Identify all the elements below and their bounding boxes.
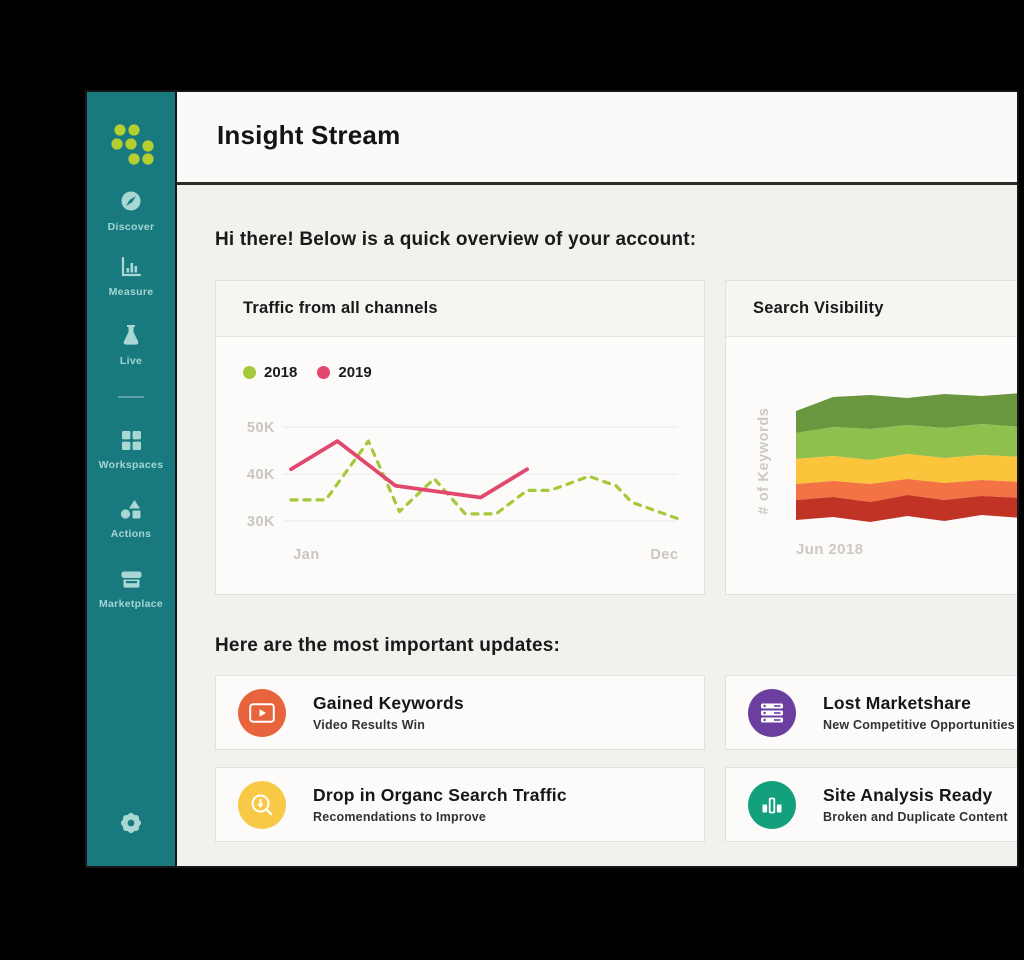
- sidebar-item-actions[interactable]: Actions: [87, 499, 175, 540]
- chart-legend: 2018 2019: [243, 364, 372, 381]
- update-subtitle: Video Results Win: [313, 718, 426, 732]
- update-card-gained-keywords[interactable]: Gained Keywords Video Results Win: [215, 675, 705, 750]
- content-area: Insight Stream Hi there! Below is a quic…: [175, 92, 1017, 866]
- traffic-card-header: Traffic from all channels: [216, 281, 704, 337]
- search-drop-icon: [238, 780, 286, 829]
- sidebar-item-live[interactable]: Live: [87, 323, 175, 367]
- legend-item-2019: 2019: [317, 364, 372, 381]
- update-title: Site Analysis Ready: [823, 785, 993, 805]
- search-visibility-title: Search Visibility: [753, 299, 884, 317]
- svg-text:Dec: Dec: [650, 547, 678, 563]
- app-window: Discover Measure Live: [85, 90, 1019, 868]
- update-subtitle: Broken and Duplicate Content: [823, 810, 1008, 824]
- update-card-text: Lost Marketshare New Competitive Opportu…: [823, 693, 1015, 732]
- legend-item-2018: 2018: [243, 364, 297, 381]
- search-visibility-card-header: Search Visibility: [726, 281, 1017, 337]
- search-visibility-area-chart: [796, 393, 1017, 522]
- storefront-icon: [120, 569, 143, 595]
- search-visibility-card: Search Visibility # of Keywords Jun 2018: [725, 280, 1017, 595]
- sidebar-item-marketplace[interactable]: Marketplace: [87, 569, 175, 610]
- sidebar: Discover Measure Live: [87, 92, 175, 866]
- legend-label: 2019: [338, 364, 372, 381]
- grid-icon: [121, 430, 142, 456]
- sidebar-item-label: Live: [119, 355, 143, 367]
- page-title: Insight Stream: [217, 120, 401, 150]
- svg-text:50K: 50K: [247, 420, 275, 436]
- svg-text:Jan: Jan: [293, 547, 320, 563]
- update-subtitle: New Competitive Opportunities: [823, 718, 1015, 732]
- shapes-icon: [120, 499, 143, 525]
- update-card-text: Site Analysis Ready Broken and Duplicate…: [823, 785, 1008, 824]
- sidebar-item-label: Actions: [110, 528, 152, 540]
- sidebar-item-measure[interactable]: Measure: [87, 256, 175, 298]
- update-card-text: Drop in Organc Search Traffic Recomendat…: [313, 785, 567, 824]
- sidebar-item-workspaces[interactable]: Workspaces: [87, 430, 175, 471]
- sidebar-item-label: Workspaces: [98, 459, 164, 471]
- app-logo-icon[interactable]: [107, 120, 157, 168]
- list-icon: [748, 688, 796, 737]
- app-header: Insight Stream: [177, 92, 1017, 185]
- sidebar-item-label: Marketplace: [99, 598, 163, 610]
- flask-icon: [120, 323, 142, 352]
- update-title: Gained Keywords: [313, 693, 464, 713]
- compass-icon: [119, 189, 143, 218]
- update-subtitle: Recomendations to Improve: [313, 810, 487, 824]
- update-card-organic-drop[interactable]: Drop in Organc Search Traffic Recomendat…: [215, 767, 705, 842]
- update-card-lost-marketshare[interactable]: Lost Marketshare New Competitive Opportu…: [725, 675, 1017, 750]
- traffic-card: Traffic from all channels 2018 2019 50K 4…: [215, 280, 705, 595]
- video-icon: [238, 688, 286, 737]
- traffic-line-chart: 50K 40K 30K Jan Dec: [247, 420, 680, 563]
- sidebar-divider: [118, 396, 144, 398]
- legend-label: 2018: [264, 364, 298, 381]
- bar-analysis-icon: [748, 780, 796, 829]
- legend-dot-2018: [243, 366, 256, 379]
- svg-text:30K: 30K: [247, 514, 275, 530]
- sidebar-item-label: Measure: [108, 286, 154, 298]
- update-title: Lost Marketshare: [823, 693, 972, 713]
- update-title: Drop in Organc Search Traffic: [313, 785, 567, 805]
- updates-heading: Here are the most important updates:: [215, 635, 561, 656]
- update-card-site-analysis[interactable]: Site Analysis Ready Broken and Duplicate…: [725, 767, 1017, 842]
- update-card-text: Gained Keywords Video Results Win: [313, 693, 464, 732]
- traffic-card-title: Traffic from all channels: [243, 299, 438, 317]
- gear-icon[interactable]: [118, 810, 144, 836]
- legend-dot-2019: [317, 366, 331, 379]
- main-panel: Hi there! Below is a quick overview of y…: [177, 185, 1017, 866]
- greeting-text: Hi there! Below is a quick overview of y…: [215, 229, 697, 250]
- sidebar-item-label: Discover: [107, 221, 155, 233]
- bar-chart-icon: [119, 256, 143, 283]
- sidebar-item-discover[interactable]: Discover: [87, 189, 175, 233]
- svg-text:40K: 40K: [247, 467, 275, 483]
- x-axis-tick-label: Jun 2018: [796, 541, 864, 558]
